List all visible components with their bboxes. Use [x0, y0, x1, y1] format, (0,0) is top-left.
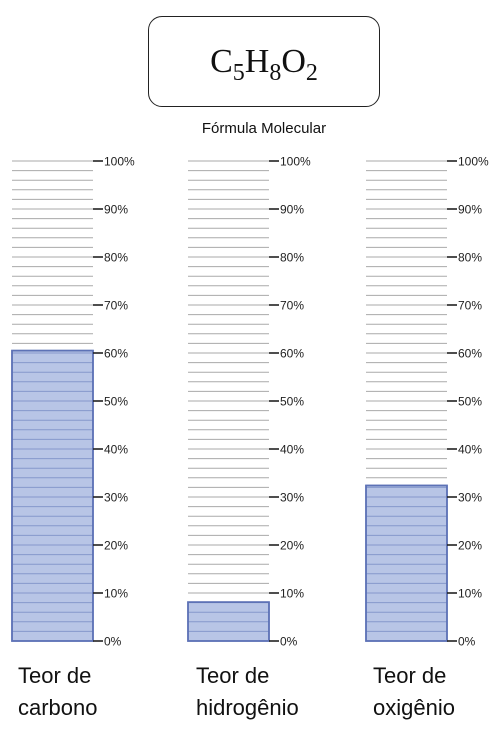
- gauge-fill-carbon: [11, 349, 94, 642]
- scale-tick-label: 20%: [280, 539, 304, 553]
- formula-h: H8: [244, 42, 282, 86]
- scale-tick-label: 10%: [280, 587, 304, 601]
- scale-tick-label: 80%: [458, 251, 482, 265]
- gauges-graphic: 0% 10% 20% 30% 40% 50% 60% 70% 80% 90% 100% 0% 10% 20…: [11, 155, 489, 649]
- scale-tick-label: 10%: [104, 587, 128, 601]
- scale-tick-label: 20%: [104, 539, 128, 553]
- scale-tick-label: 20%: [458, 539, 482, 553]
- scale-tick-label: 80%: [104, 251, 128, 265]
- scale-tick-label: 30%: [280, 491, 304, 505]
- molecular-formula-box: C5 H8 O2: [148, 16, 380, 107]
- scale-tick-label: 60%: [458, 347, 482, 361]
- scale-tick-label: 0%: [280, 635, 298, 649]
- gauge-fill-oxygen: [365, 484, 448, 642]
- scale-tick-label: 50%: [104, 395, 128, 409]
- scale-tick-label: 100%: [104, 155, 135, 169]
- scale-tick-label: 40%: [458, 443, 482, 457]
- scale-tick-label: 90%: [104, 203, 128, 217]
- gauge-fill-outline-carbon: [11, 349, 94, 642]
- gauge-label-carbon: Teor de carbono: [18, 663, 98, 720]
- formula-caption: Fórmula Molecular: [201, 120, 327, 137]
- gauge-label-hydrogen: Teor de hidrogênio: [196, 663, 299, 720]
- scale-tick-label: 10%: [458, 587, 482, 601]
- gauge-fill-outline-hydrogen: [187, 601, 270, 642]
- scale-tick-label: 40%: [104, 443, 128, 457]
- scale-tick-label: 70%: [104, 299, 128, 313]
- scale-tick-label: 80%: [280, 251, 304, 265]
- formula-o: O2: [281, 42, 318, 86]
- scale-tick-label: 30%: [458, 491, 482, 505]
- scale-tick-label: 100%: [280, 155, 311, 169]
- scale-tick-label: 40%: [280, 443, 304, 457]
- formula-c: C5: [210, 42, 245, 86]
- gauge-fill-outline-oxygen: [365, 484, 448, 642]
- scale-tick-label: 90%: [280, 203, 304, 217]
- scale-tick-label: 90%: [458, 203, 482, 217]
- scale-tick-label: 50%: [280, 395, 304, 409]
- scale-tick-label: 60%: [104, 347, 128, 361]
- scale-tick-label: 100%: [458, 155, 489, 169]
- scale-tick-label: 70%: [280, 299, 304, 313]
- scale-tick-label: 0%: [458, 635, 476, 649]
- scale-tick-label: 50%: [458, 395, 482, 409]
- scale-tick-label: 30%: [104, 491, 128, 505]
- scale-tick-label: 0%: [104, 635, 122, 649]
- gauge-label-oxygen: Teor de oxigênio: [373, 663, 455, 720]
- scale-tick-label: 60%: [280, 347, 304, 361]
- scale-tick-label: 70%: [458, 299, 482, 313]
